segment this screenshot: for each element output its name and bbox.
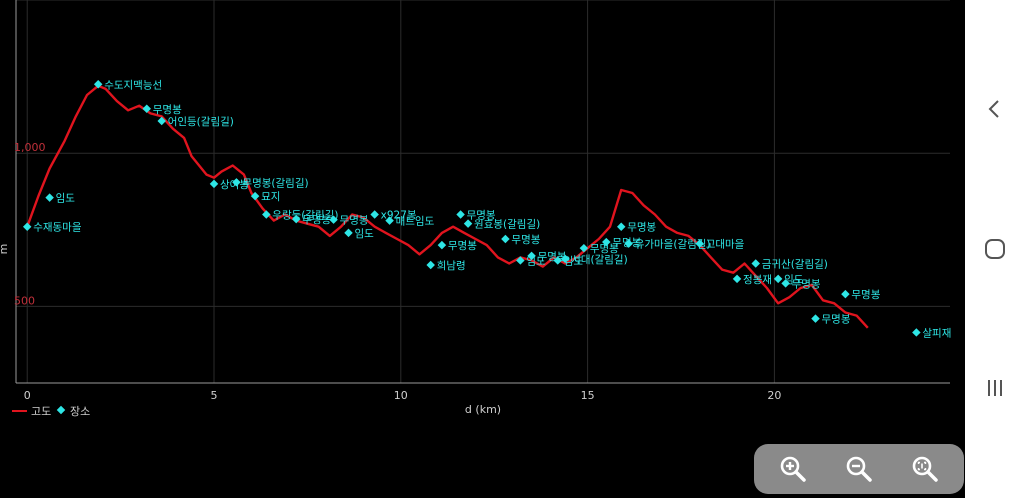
place-marker (329, 215, 338, 224)
place-label: 무명봉 (851, 289, 880, 301)
place-marker (291, 214, 301, 224)
place-marker (781, 279, 790, 288)
place-marker (773, 274, 783, 284)
place-marker (912, 328, 921, 337)
place-marker (157, 116, 166, 126)
axes (15, 0, 950, 384)
x-axis-label: d (km) (465, 403, 501, 416)
place-marker (501, 234, 510, 244)
place-label: 수도지맥능선 (104, 79, 162, 91)
place-label: 무명봉 (590, 243, 619, 255)
place-label: 무명봉 (153, 104, 182, 116)
place-label: 무명봉 (822, 314, 851, 326)
place-label: 무명봉 (792, 278, 821, 290)
place-marker (811, 314, 820, 323)
place-marker (732, 274, 742, 284)
zoom-in-button[interactable] (773, 449, 813, 489)
place-label: 무명봉 (538, 251, 567, 263)
place-label: 유가마을(갈림길) (635, 238, 711, 251)
x-tick-label: 0 (24, 389, 31, 402)
place-marker (751, 259, 760, 268)
y-tick-labels: 500 1,000 1,500 (14, 0, 46, 307)
place-label: 살피재 (922, 327, 951, 339)
zoom-in-icon (780, 456, 806, 482)
place-marker (616, 222, 626, 231)
x-tick-label: 10 (394, 389, 408, 402)
legend-label-elevation: 고도 (31, 405, 51, 418)
place-marker (553, 256, 562, 265)
place-label: 임도 (784, 273, 804, 286)
x-tick-label: 20 (767, 389, 781, 402)
place-label: 매트임도 (396, 215, 435, 228)
place-label: 우랑등(갈림길) (272, 208, 338, 221)
place-marker (22, 222, 32, 231)
zoom-out-icon (846, 456, 872, 482)
place-label: 무명봉 (467, 209, 496, 221)
x-tick-label: 5 (211, 389, 218, 402)
place-marker (344, 228, 353, 238)
place-marker (456, 210, 465, 219)
place-label: 희남령 (437, 260, 466, 272)
x-tick-labels: 0 5 10 15 20 (24, 389, 782, 402)
elevation-line (26, 84, 869, 329)
place-label: 어인등(갈림길) (168, 115, 234, 128)
places-series: 수재동마을임도수도지맥능선무명봉어인등(갈림길)상여봉무명봉(갈림길)묘지우랑등… (22, 79, 951, 339)
y-tick-label: 1,000 (14, 141, 46, 154)
home-button[interactable] (979, 233, 1011, 265)
back-button[interactable] (979, 93, 1011, 125)
place-label: 임도 (56, 192, 76, 205)
place-label: 임도 (355, 227, 375, 240)
place-label: 묘지 (261, 191, 280, 203)
place-label: 원효봉(갈림길) (474, 218, 540, 231)
place-label: 무명봉 (302, 214, 331, 226)
zoom-toolbar (754, 444, 964, 494)
place-label: 무명봉 (448, 240, 477, 252)
system-navigation-bar (965, 0, 1024, 498)
place-marker (45, 193, 54, 202)
place-marker (437, 240, 447, 250)
place-marker (385, 216, 394, 225)
place-label: 상여봉 (220, 179, 249, 191)
place-marker (232, 178, 241, 187)
place-label: 무명봉 (627, 222, 656, 234)
y-tick-label: 500 (14, 294, 35, 307)
place-label: 임도 (564, 254, 584, 267)
place-label: 고대마을 (706, 239, 745, 251)
zoom-out-button[interactable] (839, 449, 879, 489)
legend-diamond-swatch (56, 405, 66, 415)
place-marker (250, 191, 260, 201)
zoom-fit-icon (912, 456, 938, 482)
place-marker (93, 80, 103, 89)
place-marker (463, 219, 473, 228)
zoom-fit-button[interactable] (905, 449, 945, 489)
place-label: 금귀산(갈림길) (762, 258, 828, 271)
place-label: 무명봉(갈림길) (242, 176, 308, 189)
place-label: 수재동마을 (33, 222, 82, 234)
place-marker (209, 179, 219, 189)
place-marker (370, 210, 379, 219)
recents-icon (988, 380, 1002, 396)
place-label: 무명봉 (511, 234, 540, 246)
legend: 고도 장소 (12, 405, 90, 418)
y-axis-label: m (0, 244, 10, 255)
place-marker (142, 104, 152, 114)
place-label: 무명봉 (340, 215, 369, 227)
y-tick-label: 1,500 (14, 0, 46, 1)
home-icon (985, 239, 1005, 259)
place-marker (426, 260, 435, 270)
legend-label-places: 장소 (70, 405, 90, 418)
place-marker (262, 210, 271, 219)
place-label: 서대(갈림길) (571, 253, 628, 266)
x-tick-label: 15 (581, 389, 595, 402)
place-marker (579, 243, 589, 253)
grid (16, 0, 950, 383)
place-marker (841, 289, 850, 299)
chevron-left-icon (988, 100, 999, 118)
recents-button[interactable] (979, 372, 1011, 404)
place-marker (516, 256, 525, 265)
place-label: 정봉재 (743, 274, 772, 286)
